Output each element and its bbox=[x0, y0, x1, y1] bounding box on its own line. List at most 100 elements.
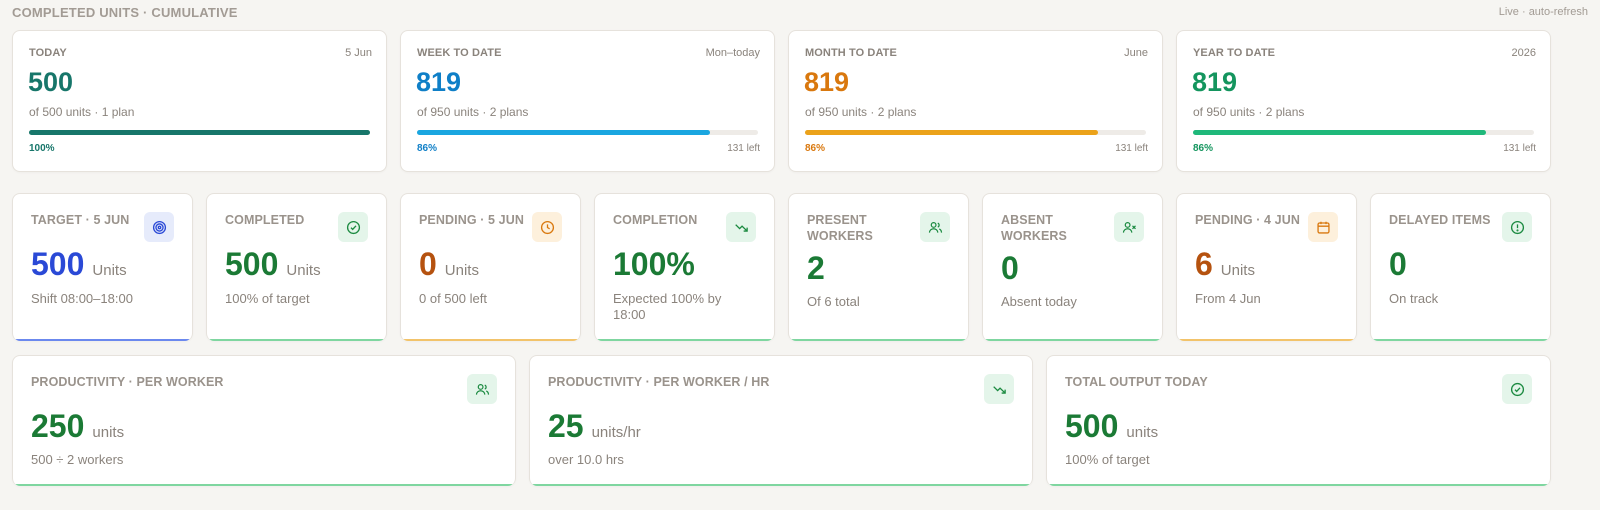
value-row: 0 Units bbox=[419, 246, 479, 283]
progress-bar bbox=[29, 130, 370, 135]
card-label: ABSENT WORKERS bbox=[1001, 213, 1067, 243]
metric-subtitle: From 4 Jun bbox=[1195, 291, 1261, 306]
accent-line bbox=[983, 339, 1162, 341]
section-title: COMPLETED UNITS · CUMULATIVE bbox=[12, 5, 238, 20]
target-icon bbox=[144, 212, 174, 242]
metric-unit: Units bbox=[1220, 262, 1255, 279]
card-value: 819 bbox=[1192, 67, 1238, 97]
metric-value: 2 bbox=[807, 250, 825, 286]
accent-line bbox=[789, 339, 968, 341]
trend-down-icon bbox=[984, 374, 1014, 404]
card-label: COMPLETION bbox=[613, 213, 698, 227]
accent-line bbox=[595, 339, 774, 341]
accent-line bbox=[401, 339, 580, 341]
trend-down-icon bbox=[726, 212, 756, 242]
card-period: 5 Jun bbox=[345, 47, 372, 59]
accent-line bbox=[1177, 339, 1356, 341]
progress-bar bbox=[805, 130, 1146, 135]
progress-fill bbox=[29, 130, 370, 135]
card-label: PRODUCTIVITY · PER WORKER bbox=[31, 375, 224, 389]
metric-unit: units bbox=[92, 424, 125, 441]
clock-icon bbox=[532, 212, 562, 242]
metric-subtitle: Absent today bbox=[1001, 294, 1077, 309]
metric-subtitle: Shift 08:00–18:00 bbox=[31, 291, 133, 306]
progress-percent: 86% bbox=[805, 143, 826, 154]
metric-value: 0 bbox=[1389, 246, 1407, 282]
metric-subtitle: 100% of target bbox=[225, 291, 310, 306]
card-label: YEAR TO DATE bbox=[1193, 47, 1276, 59]
users-icon bbox=[920, 212, 950, 242]
card-label: TARGET · 5 JUN bbox=[31, 213, 130, 227]
value-row: 6 Units bbox=[1195, 246, 1255, 283]
value-row: 500 Units bbox=[225, 246, 321, 283]
progress-percent: 86% bbox=[417, 143, 438, 154]
user-x-icon bbox=[1114, 212, 1144, 242]
metric-value: 0 bbox=[1001, 250, 1019, 286]
metric-value: 25 bbox=[548, 408, 584, 444]
productivity-card-per-worker-hour: PRODUCTIVITY · PER WORKER / HR 25 units/… bbox=[529, 355, 1033, 486]
accent-line bbox=[1371, 339, 1550, 341]
value-row: 0 bbox=[1389, 246, 1407, 283]
productivity-card-per-worker: PRODUCTIVITY · PER WORKER 250 units 500 … bbox=[12, 355, 516, 486]
productivity-card-total-output: TOTAL OUTPUT TODAY 500 units 100% of tar… bbox=[1046, 355, 1551, 486]
card-subtitle: of 950 units · 2 plans bbox=[1193, 105, 1305, 119]
card-label: PENDING · 5 JUN bbox=[419, 213, 524, 227]
metric-card-completion: COMPLETION 100% Expected 100% by 18:00 bbox=[594, 193, 775, 341]
cumulative-card-month: MONTH TO DATE June 819 of 950 units · 2 … bbox=[788, 30, 1163, 172]
progress-percent: 100% bbox=[29, 143, 55, 154]
section-header: COMPLETED UNITS · CUMULATIVE Live · auto… bbox=[12, 5, 1588, 21]
metric-value: 6 bbox=[1195, 246, 1213, 282]
card-label: COMPLETED bbox=[225, 213, 305, 227]
card-label: PRESENT WORKERS bbox=[807, 213, 873, 243]
card-subtitle: of 500 units · 1 plan bbox=[29, 105, 135, 119]
metric-card-completed: COMPLETED 500 Units 100% of target bbox=[206, 193, 387, 341]
accent-line bbox=[13, 339, 192, 341]
card-label: TOTAL OUTPUT TODAY bbox=[1065, 375, 1208, 389]
progress-percent: 86% bbox=[1193, 143, 1214, 154]
calendar-icon bbox=[1308, 212, 1338, 242]
metric-subtitle: 100% of target bbox=[1065, 452, 1150, 467]
metric-unit: units bbox=[1126, 424, 1159, 441]
units-left: 131 left bbox=[727, 143, 760, 154]
card-label: DELAYED ITEMS bbox=[1389, 213, 1491, 227]
metric-unit: units/hr bbox=[591, 424, 641, 441]
metric-card-target: TARGET · 5 JUN 500 Units Shift 08:00–18:… bbox=[12, 193, 193, 341]
metric-value: 250 bbox=[31, 408, 85, 444]
users-icon bbox=[467, 374, 497, 404]
card-value: 500 bbox=[28, 67, 74, 97]
accent-line bbox=[1047, 484, 1550, 486]
value-row: 100% bbox=[613, 246, 695, 283]
metric-card-pending-today: PENDING · 5 JUN 0 Units 0 of 500 left bbox=[400, 193, 581, 341]
card-subtitle: of 950 units · 2 plans bbox=[805, 105, 917, 119]
card-period: 2026 bbox=[1511, 47, 1536, 59]
progress-bar bbox=[417, 130, 758, 135]
card-label: PENDING · 4 JUN bbox=[1195, 213, 1300, 227]
metric-card-present-workers: PRESENT WORKERS 2 Of 6 total bbox=[788, 193, 969, 341]
progress-fill bbox=[1193, 130, 1487, 135]
metric-value: 100% bbox=[613, 246, 695, 282]
units-left: 131 left bbox=[1115, 143, 1148, 154]
live-indicator: Live · auto-refresh bbox=[1498, 6, 1588, 18]
alert-circle-icon bbox=[1502, 212, 1532, 242]
metric-value: 500 bbox=[1065, 408, 1119, 444]
check-circle-icon bbox=[1502, 374, 1532, 404]
card-label: MONTH TO DATE bbox=[805, 47, 897, 59]
value-row: 2 bbox=[807, 250, 825, 287]
progress-bar bbox=[1193, 130, 1534, 135]
cumulative-card-week: WEEK TO DATE Mon–today 819 of 950 units … bbox=[400, 30, 775, 172]
metric-unit: Units bbox=[444, 262, 479, 279]
card-subtitle: of 950 units · 2 plans bbox=[417, 105, 529, 119]
card-period: June bbox=[1124, 47, 1148, 59]
metric-value: 500 bbox=[225, 246, 279, 282]
cumulative-card-year: YEAR TO DATE 2026 819 of 950 units · 2 p… bbox=[1176, 30, 1551, 172]
cumulative-card-today: TODAY 5 Jun 500 of 500 units · 1 plan 10… bbox=[12, 30, 387, 172]
card-period: Mon–today bbox=[705, 47, 760, 59]
card-value: 819 bbox=[416, 67, 462, 97]
progress-fill bbox=[805, 130, 1099, 135]
metric-subtitle: over 10.0 hrs bbox=[548, 452, 624, 467]
metric-subtitle: 500 ÷ 2 workers bbox=[31, 452, 124, 467]
metric-subtitle: Of 6 total bbox=[807, 294, 860, 309]
metric-subtitle: Expected 100% by 18:00 bbox=[613, 291, 722, 322]
metric-card-pending-yesterday: PENDING · 4 JUN 6 Units From 4 Jun bbox=[1176, 193, 1357, 341]
value-row: 500 Units bbox=[31, 246, 127, 283]
